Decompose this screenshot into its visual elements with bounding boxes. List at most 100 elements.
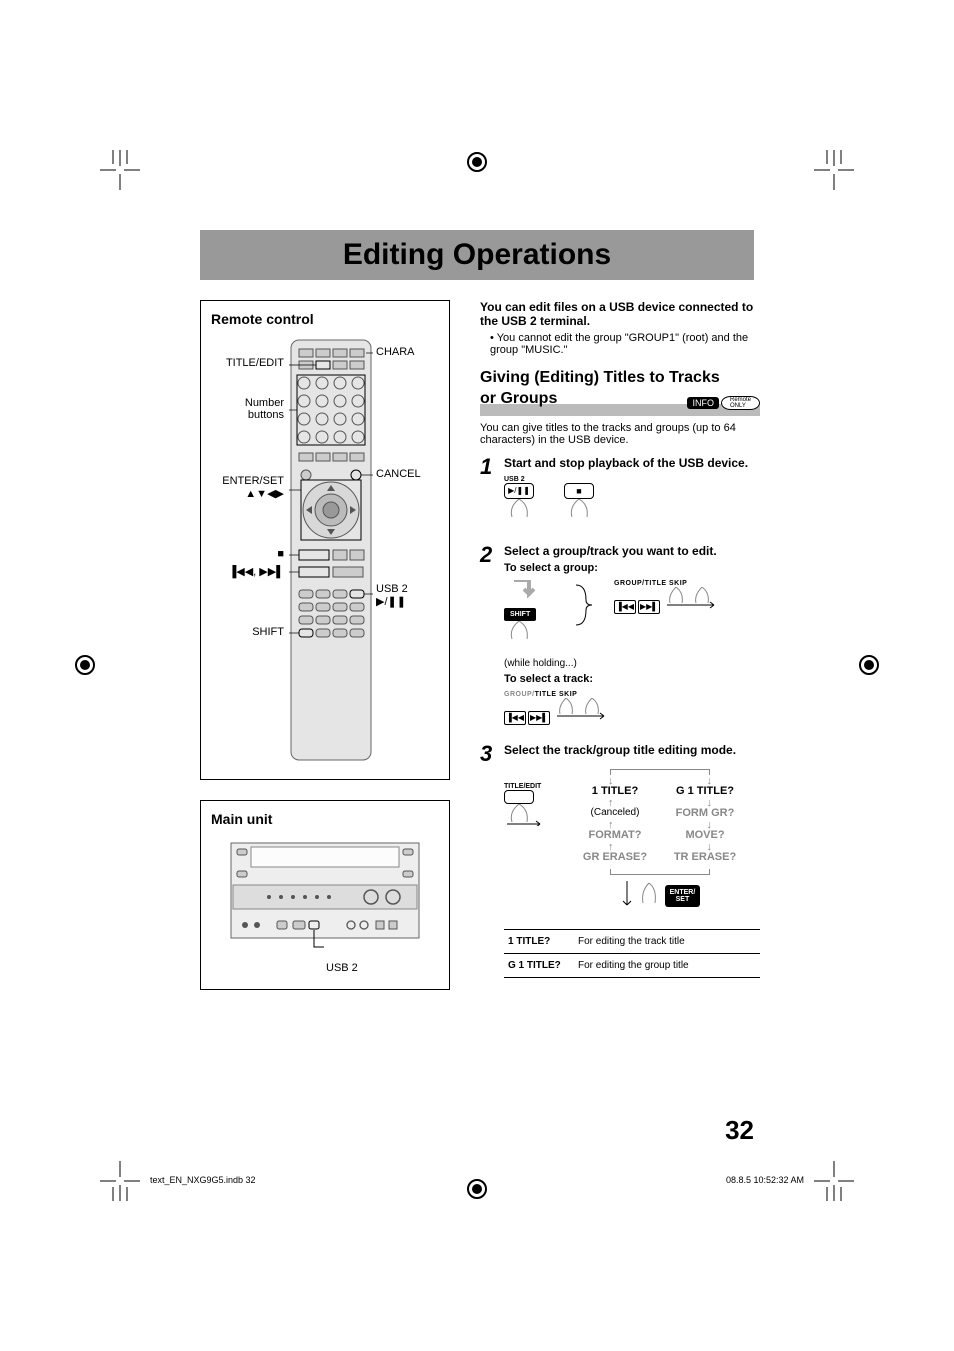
step-instruction: Start and stop playback of the USB devic…	[504, 456, 760, 470]
map-formgr: FORM GR?	[660, 807, 750, 819]
skip-figure: GROUP/TITLE SKIP ▐◀◀ ▶▶▌	[614, 580, 719, 614]
registration-mark-icon	[467, 1179, 487, 1199]
thumb-press-arrow-icon	[504, 804, 544, 826]
step2-group-figure: SHIFT GROUP/TITLE SKIP ▐◀◀ ▶▶▌	[504, 580, 760, 648]
section-heading: Giving (Editing) Titles to Tracks or Gro…	[480, 368, 760, 416]
remote-label-title-edit: TITLE/EDIT	[209, 357, 284, 369]
section-title-line1: Giving (Editing) Titles to Tracks	[480, 368, 760, 389]
section-badges: INFO Remote ONLY	[687, 396, 760, 410]
skip-next-icon: ▶▶▌	[528, 711, 550, 725]
step-2: 2 Select a group/track you want to edit.…	[480, 544, 760, 735]
step-sublabel: To select a group:	[504, 562, 760, 574]
section-intro-text: You can give titles to the tracks and gr…	[480, 422, 760, 446]
table-row: 1 TITLE? For editing the track title	[504, 929, 760, 953]
thumb-press-icon	[504, 621, 544, 643]
map-format: FORMAT?	[570, 829, 660, 841]
remote-label-chara: CHARA	[376, 346, 415, 358]
hold-arrow-icon	[504, 580, 554, 598]
step2-track-figure: GROUP/TITLE SKIP ▐◀◀ ▶▶▌	[504, 691, 760, 725]
map-canceled: (Canceled)	[570, 807, 660, 819]
intro-bullet-list: You cannot edit the group "GROUP1" (root…	[480, 332, 760, 356]
skip-prev-icon: ▐◀◀	[504, 711, 526, 725]
step-number: 3	[480, 743, 496, 978]
edit-mode-map: 1 TITLE?G 1 TITLE? (Canceled)FORM GR? FO…	[560, 769, 760, 911]
down-into-icon	[620, 881, 634, 911]
thumb-press-icon	[638, 881, 660, 911]
enter-set-button: ENTER/ SET	[665, 885, 701, 907]
crop-mark-icon	[814, 1161, 854, 1201]
intro-bold-text: You can edit files on a USB device conne…	[480, 300, 760, 328]
thumb-press-arrows-icon	[554, 698, 609, 720]
mainunit-label-usb2: USB 2	[326, 962, 358, 974]
main-unit-box: Main unit	[200, 800, 450, 990]
remote-box-title: Remote control	[211, 311, 439, 327]
skip-label-mixed: GROUP/TITLE SKIP	[504, 691, 760, 698]
info-badge: INFO	[687, 397, 719, 409]
step-3: 3 Select the track/group title editing m…	[480, 743, 760, 978]
step3-figure: TITLE/EDIT 1 TITLE?G 1 TITLE? (Canceled)…	[504, 761, 760, 919]
step-number: 1	[480, 456, 496, 536]
crop-mark-icon	[814, 150, 854, 190]
page-number: 32	[725, 1115, 754, 1146]
play-pause-icon: ▶/❚❚	[504, 483, 534, 499]
registration-mark-icon	[467, 152, 487, 172]
skip-label: GROUP/TITLE SKIP	[614, 580, 719, 587]
step-instruction: Select the track/group title editing mod…	[504, 743, 760, 757]
table-key: G 1 TITLE?	[504, 953, 574, 977]
remote-label-shift: SHIFT	[209, 626, 284, 638]
remote-control-box: Remote control	[200, 300, 450, 780]
step-instruction: Select a group/track you want to edit.	[504, 544, 760, 558]
skip-next-icon: ▶▶▌	[638, 600, 660, 614]
registration-mark-icon	[75, 655, 95, 675]
usb2-button-figure: USB 2 ▶/❚❚	[504, 476, 534, 526]
remote-label-usb2: USB 2 ▶/❚❚	[376, 583, 408, 608]
thumb-press-arrows-icon	[664, 587, 719, 609]
map-trerase: TR ERASE?	[660, 851, 750, 863]
map-1title: 1 TITLE?	[570, 785, 660, 797]
skip-buttons: ▐◀◀ ▶▶▌	[614, 600, 660, 614]
page-title-bar: Editing Operations	[200, 230, 754, 280]
remote-label-stop: ■	[209, 548, 284, 560]
map-grerase: GR ERASE?	[570, 851, 660, 863]
right-column: You can edit files on a USB device conne…	[480, 300, 760, 978]
table-val: For editing the group title	[574, 953, 760, 977]
footer-left-text: text_EN_NXG9G5.indb 32	[150, 1175, 256, 1185]
while-holding-note: (while holding...)	[504, 658, 760, 669]
table-row: G 1 TITLE? For editing the group title	[504, 953, 760, 977]
skip-prev-icon: ▐◀◀	[614, 600, 636, 614]
page-title: Editing Operations	[343, 238, 611, 272]
map-g1title: G 1 TITLE?	[660, 785, 750, 797]
page: Editing Operations Remote control	[0, 0, 954, 1351]
mainunit-svg	[211, 835, 439, 965]
table-key: 1 TITLE?	[504, 929, 574, 953]
remote-label-number-buttons: Number buttons	[209, 397, 284, 421]
left-column: Remote control	[200, 300, 450, 1010]
step-1: 1 Start and stop playback of the USB dev…	[480, 456, 760, 536]
crop-mark-icon	[100, 150, 140, 190]
enter-set-figure: ENTER/ SET	[560, 881, 760, 911]
remote-label-cancel: CANCEL	[376, 468, 421, 480]
usb2-label: USB 2	[504, 476, 534, 483]
step-sublabel: To select a track:	[504, 673, 760, 685]
shift-hold-figure: SHIFT	[504, 580, 554, 648]
thumb-press-icon	[564, 499, 594, 521]
remote-diagram: TITLE/EDIT Number buttons ENTER/SET ▲▼◀▶…	[211, 335, 439, 765]
step-number: 2	[480, 544, 496, 735]
registration-mark-icon	[859, 655, 879, 675]
brace-icon	[574, 580, 594, 630]
remote-label-enter-set: ENTER/SET ▲▼◀▶	[209, 475, 284, 500]
footer-right-text: 08.8.5 10:52:32 AM	[726, 1175, 804, 1185]
title-edit-label: TITLE/EDIT	[504, 783, 554, 790]
step1-figure: USB 2 ▶/❚❚ ■	[504, 476, 760, 526]
crop-mark-icon	[100, 1161, 140, 1201]
remote-only-badge: Remote ONLY	[721, 396, 760, 410]
skip-buttons: ▐◀◀ ▶▶▌	[504, 711, 550, 725]
stop-icon: ■	[564, 483, 594, 499]
title-edit-figure: TITLE/EDIT	[504, 761, 554, 919]
remote-label-skip: ▐◀◀, ▶▶▌	[209, 565, 284, 578]
table-val: For editing the track title	[574, 929, 760, 953]
stop-button-figure: ■	[564, 483, 594, 526]
thumb-press-icon	[504, 499, 534, 521]
shift-button: SHIFT	[504, 608, 536, 621]
map-move: MOVE?	[660, 829, 750, 841]
